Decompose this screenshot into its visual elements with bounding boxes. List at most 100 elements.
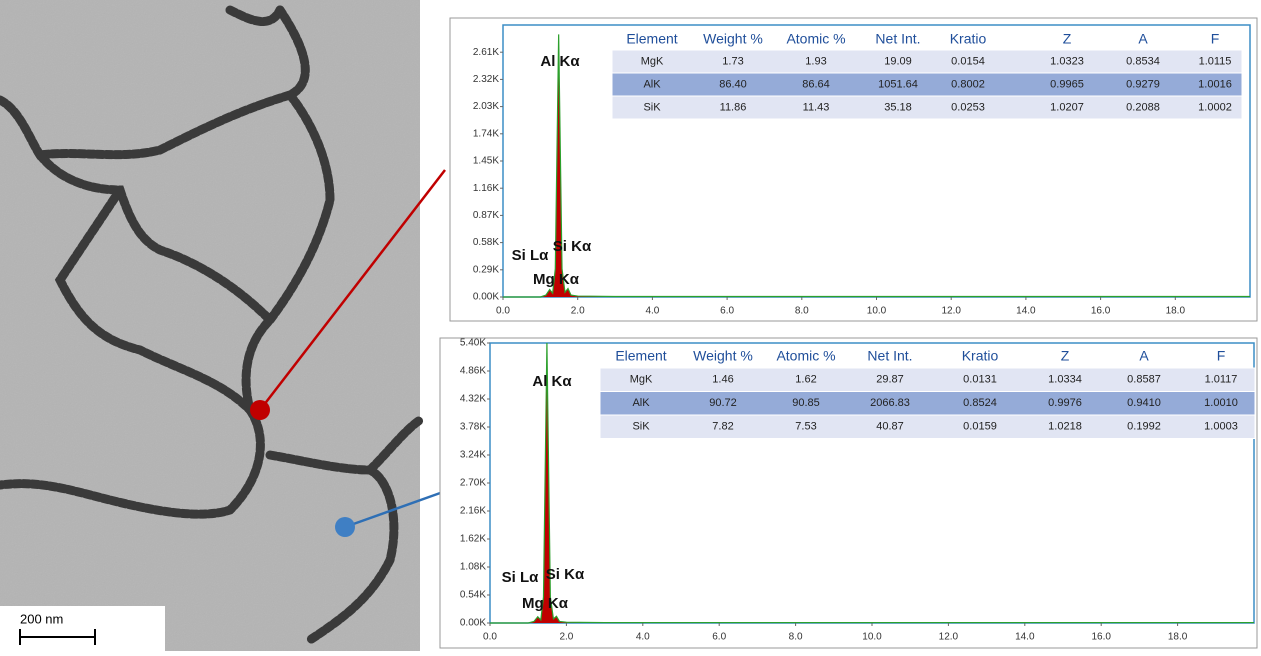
connector-blue xyxy=(344,490,444,529)
boundary xyxy=(0,405,265,519)
boundary xyxy=(225,5,285,27)
table-cell: 40.87 xyxy=(876,421,904,433)
spectrum-line xyxy=(503,34,1250,298)
table-header: Z xyxy=(1061,348,1070,364)
table-cell: SiK xyxy=(643,101,661,113)
table-cell: 0.0159 xyxy=(963,421,997,433)
table-cell: 0.0154 xyxy=(951,55,985,67)
x-tick-label: 2.0 xyxy=(571,306,585,317)
table-cell: 1.0218 xyxy=(1048,421,1082,433)
table-cell: 1.46 xyxy=(712,374,733,386)
table-cell: 1.62 xyxy=(795,374,816,386)
table-row-bg xyxy=(599,414,1256,439)
table-cell: 1.73 xyxy=(722,55,743,67)
table-cell: 0.8587 xyxy=(1127,374,1161,386)
table-cell: 1.93 xyxy=(805,55,826,67)
y-tick-label: 1.08K xyxy=(460,562,486,573)
y-tick-label: 4.32K xyxy=(460,394,486,405)
x-tick-label: 8.0 xyxy=(795,306,809,317)
boundary xyxy=(365,415,425,475)
table-cell: 2066.83 xyxy=(870,397,910,409)
table-cell: 0.0253 xyxy=(951,101,985,113)
table-cell: 1051.64 xyxy=(878,78,918,90)
y-tick-label: 1.16K xyxy=(473,183,499,194)
y-tick-label: 2.03K xyxy=(473,101,499,112)
peak-label: Si Lα xyxy=(502,569,540,586)
peak-label: Si Kα xyxy=(553,238,592,255)
x-tick-label: 6.0 xyxy=(720,306,734,317)
y-tick-label: 0.29K xyxy=(473,264,499,275)
table-header: A xyxy=(1139,348,1149,364)
table-header: F xyxy=(1217,348,1226,364)
y-tick-label: 1.62K xyxy=(460,534,486,545)
y-tick-label: 0.87K xyxy=(473,210,499,221)
peak-label: Mg Kα xyxy=(522,595,569,612)
table-cell: 1.0016 xyxy=(1198,78,1232,90)
x-tick-label: 0.0 xyxy=(496,306,510,317)
table-cell: 1.0002 xyxy=(1198,101,1232,113)
x-tick-label: 10.0 xyxy=(867,306,887,317)
boundary xyxy=(241,90,335,415)
table-header: Atomic % xyxy=(776,348,835,364)
x-tick-label: 10.0 xyxy=(862,632,882,643)
x-tick-label: 14.0 xyxy=(1016,306,1036,317)
y-tick-label: 4.86K xyxy=(460,366,486,377)
table-header: Net Int. xyxy=(875,31,920,47)
table-cell: 19.09 xyxy=(884,55,912,67)
table-cell: 7.82 xyxy=(712,421,733,433)
x-tick-label: 4.0 xyxy=(645,306,659,317)
table-header: Kratio xyxy=(950,31,987,47)
y-tick-label: 2.32K xyxy=(473,74,499,85)
table-cell: 90.72 xyxy=(709,397,737,409)
table-header: Net Int. xyxy=(867,348,912,364)
x-tick-label: 2.0 xyxy=(559,632,573,643)
x-tick-label: 8.0 xyxy=(789,632,803,643)
table-cell: 1.0323 xyxy=(1050,55,1084,67)
table-header: Element xyxy=(615,348,666,364)
table-cell: 0.8524 xyxy=(963,397,997,409)
boundary xyxy=(0,5,310,160)
y-tick-label: 2.16K xyxy=(460,506,486,517)
x-tick-label: 14.0 xyxy=(1015,632,1035,643)
y-tick-label: 2.70K xyxy=(460,478,486,489)
y-tick-label: 5.40K xyxy=(460,338,486,349)
y-tick-label: 0.54K xyxy=(460,590,486,601)
x-tick-label: 6.0 xyxy=(712,632,726,643)
boundary xyxy=(265,450,399,645)
point-blue xyxy=(335,517,355,537)
y-tick-label: 0.58K xyxy=(473,237,499,248)
y-tick-label: 1.74K xyxy=(473,128,499,139)
peak-label: Al Kα xyxy=(540,53,580,70)
table-cell: 0.9976 xyxy=(1048,397,1082,409)
table-cell: 0.2088 xyxy=(1126,101,1160,113)
table-cell: 35.18 xyxy=(884,101,912,113)
table-cell: 0.0131 xyxy=(963,374,997,386)
y-tick-label: 1.45K xyxy=(473,156,499,167)
boundary xyxy=(35,150,275,325)
peak-label: Si Lα xyxy=(512,247,550,264)
scale-bar xyxy=(19,629,96,645)
table-header: Atomic % xyxy=(786,31,845,47)
table-cell: AlK xyxy=(632,397,650,409)
table-cell: 86.40 xyxy=(719,78,747,90)
table-cell: AlK xyxy=(643,78,661,90)
x-tick-label: 4.0 xyxy=(636,632,650,643)
table-cell: 7.53 xyxy=(795,421,816,433)
x-tick-label: 18.0 xyxy=(1168,632,1188,643)
micrograph: 200 nm xyxy=(0,0,446,651)
scale-bar-box xyxy=(0,606,165,651)
peak-label: Si Kα xyxy=(546,566,585,583)
table-cell: 90.85 xyxy=(792,397,820,409)
table-cell: 0.9965 xyxy=(1050,78,1084,90)
boundary xyxy=(54,185,255,415)
micrograph-texture xyxy=(0,0,420,651)
grain-boundaries xyxy=(0,5,425,645)
connector-red xyxy=(259,169,446,411)
table-cell: 1.0117 xyxy=(1205,374,1238,386)
table-header: Element xyxy=(626,31,677,47)
table-header: Z xyxy=(1063,31,1072,47)
table-cell: 0.9279 xyxy=(1126,78,1160,90)
x-tick-label: 16.0 xyxy=(1091,306,1111,317)
table-header: Weight % xyxy=(703,31,763,47)
scale-bar-label: 200 nm xyxy=(20,611,63,626)
